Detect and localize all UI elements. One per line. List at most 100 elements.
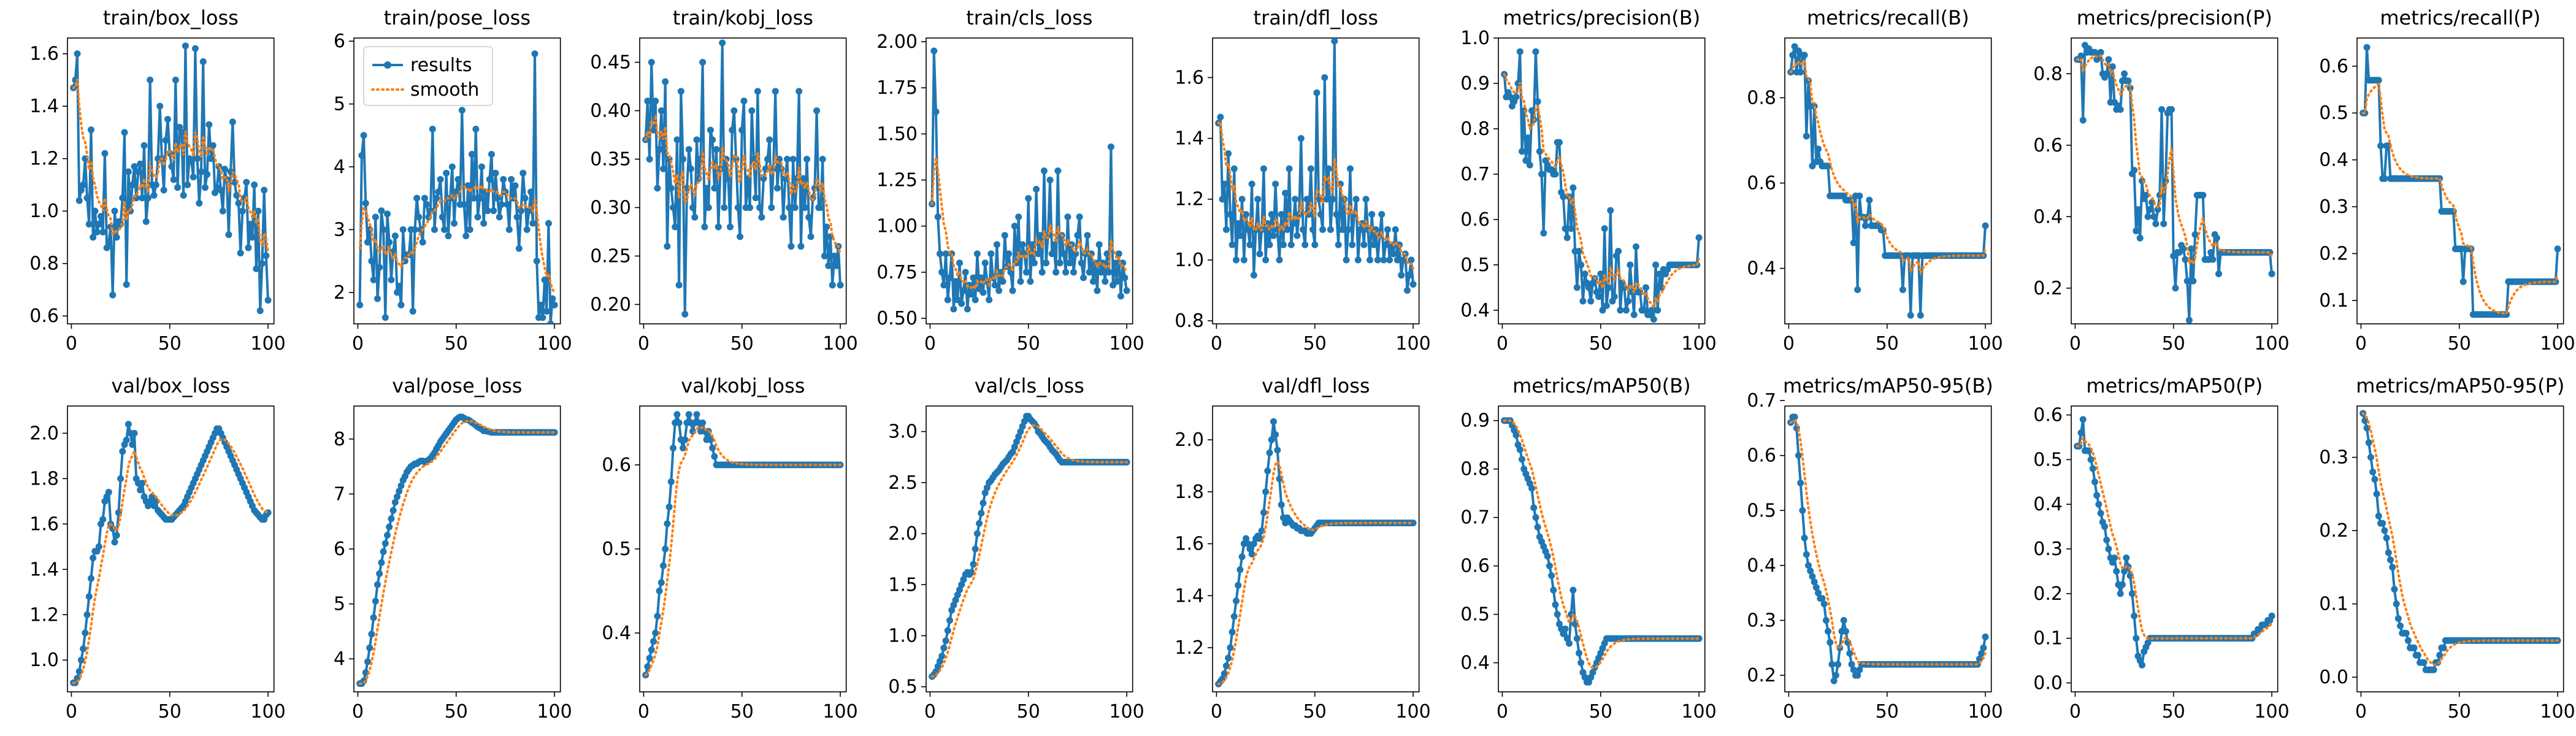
results-point <box>1229 629 1236 636</box>
chart-panel-2: train/pose_loss 2 3 4 5 6 0 50 100 results smooth <box>286 0 573 368</box>
results-point <box>750 155 757 163</box>
results-point <box>87 126 94 134</box>
results-point <box>2187 245 2195 253</box>
results-point <box>715 223 723 231</box>
y-tick-label: 0.0 <box>2320 667 2349 688</box>
y-tick-label: 0.5 <box>1747 500 1776 521</box>
series-results <box>1787 413 1989 684</box>
y-tick-label: 1.4 <box>1175 128 1204 150</box>
results-point <box>748 107 756 114</box>
smooth-line <box>1503 419 1701 669</box>
results-point <box>1384 226 1391 233</box>
results-point <box>2134 206 2142 213</box>
results-point <box>1030 259 1038 267</box>
results-point <box>1356 226 1363 233</box>
chart-panel-9: metrics/recall(P) 0.1 0.2 0.3 0.4 0.5 0.6 0 50 10… <box>2290 0 2576 368</box>
results-point <box>2391 586 2398 593</box>
results-point <box>1307 165 1314 172</box>
results-point <box>2097 510 2104 517</box>
results-point <box>364 658 371 665</box>
results-point <box>2132 635 2139 642</box>
y-tick-label: 0.6 <box>1747 172 1776 194</box>
results-point <box>429 126 436 133</box>
series-results <box>356 50 558 324</box>
results-point <box>194 155 201 163</box>
y-tick-label: 0.8 <box>2033 63 2063 85</box>
results-point <box>113 532 120 539</box>
y-tick-label: 1.4 <box>29 559 59 580</box>
results-point <box>442 169 450 177</box>
results-point <box>1830 677 1838 684</box>
results-point <box>2395 615 2402 623</box>
results-point <box>1050 241 1057 248</box>
results-point <box>1335 241 1342 248</box>
results-point <box>529 220 536 227</box>
results-point <box>1084 232 1091 239</box>
results-point <box>688 165 695 172</box>
results-point <box>1005 250 1013 258</box>
y-tick-label: 0.4 <box>2033 494 2063 515</box>
results-point <box>1556 139 1563 146</box>
results-point <box>1227 644 1234 651</box>
results-point <box>2405 637 2412 644</box>
results-point <box>109 291 117 299</box>
results-point <box>1100 259 1107 267</box>
results-point <box>140 142 148 149</box>
results-point <box>512 182 519 190</box>
results-point <box>1064 213 1071 221</box>
results-point <box>95 543 102 550</box>
results-point <box>2430 666 2437 673</box>
results-point <box>513 213 521 221</box>
results-point <box>2385 549 2393 556</box>
results-point <box>201 184 209 191</box>
results-point <box>2172 285 2179 292</box>
results-point <box>1791 43 1798 50</box>
results-point <box>164 116 172 123</box>
x-tick-label: 50 <box>444 701 467 723</box>
results-point <box>1348 241 1355 248</box>
results-point <box>2213 234 2220 242</box>
results-point <box>1301 241 1308 248</box>
y-tick-label: 4 <box>334 648 345 670</box>
results-point <box>789 155 797 163</box>
results-point <box>2182 256 2189 263</box>
results-point <box>646 155 653 163</box>
results-point <box>1570 184 1577 191</box>
x-tick-label: 100 <box>823 701 858 723</box>
y-tick-label: 0.20 <box>591 294 632 315</box>
results-line <box>930 50 1128 310</box>
results-point <box>131 429 138 437</box>
results-point <box>2179 245 2187 253</box>
results-point <box>1528 485 1536 492</box>
results-point <box>833 262 840 269</box>
results-point <box>2120 70 2128 77</box>
results-point <box>221 166 229 173</box>
results-point <box>1899 286 1906 293</box>
smooth-line <box>358 420 556 685</box>
results-point <box>1524 134 1531 142</box>
y-tick-label: 0.4 <box>2320 150 2349 171</box>
results-point <box>1803 551 1810 558</box>
y-tick-label: 0.4 <box>602 623 632 644</box>
results-point <box>1344 226 1352 233</box>
y-tick-label: 5 <box>334 94 345 115</box>
results-point <box>660 165 667 172</box>
results-point <box>129 441 136 448</box>
chart-panel-17: metrics/mAP50(P) 0.0 0.1 0.2 0.3 0.4 0.5 0.6 0 50… <box>2004 368 2290 736</box>
y-tick-label: 1.0 <box>1461 28 1490 49</box>
results-point <box>356 301 363 309</box>
results-point <box>978 510 985 517</box>
results-point <box>1354 256 1362 264</box>
results-point <box>936 250 943 258</box>
results-point <box>954 591 961 599</box>
results-point <box>986 296 993 304</box>
results-point <box>981 259 989 267</box>
results-point <box>680 445 687 452</box>
chart-svg: metrics/recall(P) 0.1 0.2 0.3 0.4 0.5 0.6 0 50 10… <box>2320 6 2575 355</box>
results-point <box>693 136 700 144</box>
results-point <box>191 45 199 52</box>
y-tick-label: 1.8 <box>1175 481 1204 503</box>
results-point <box>973 250 981 258</box>
results-point <box>1256 250 1263 258</box>
x-tick-label: 50 <box>1589 701 1612 723</box>
